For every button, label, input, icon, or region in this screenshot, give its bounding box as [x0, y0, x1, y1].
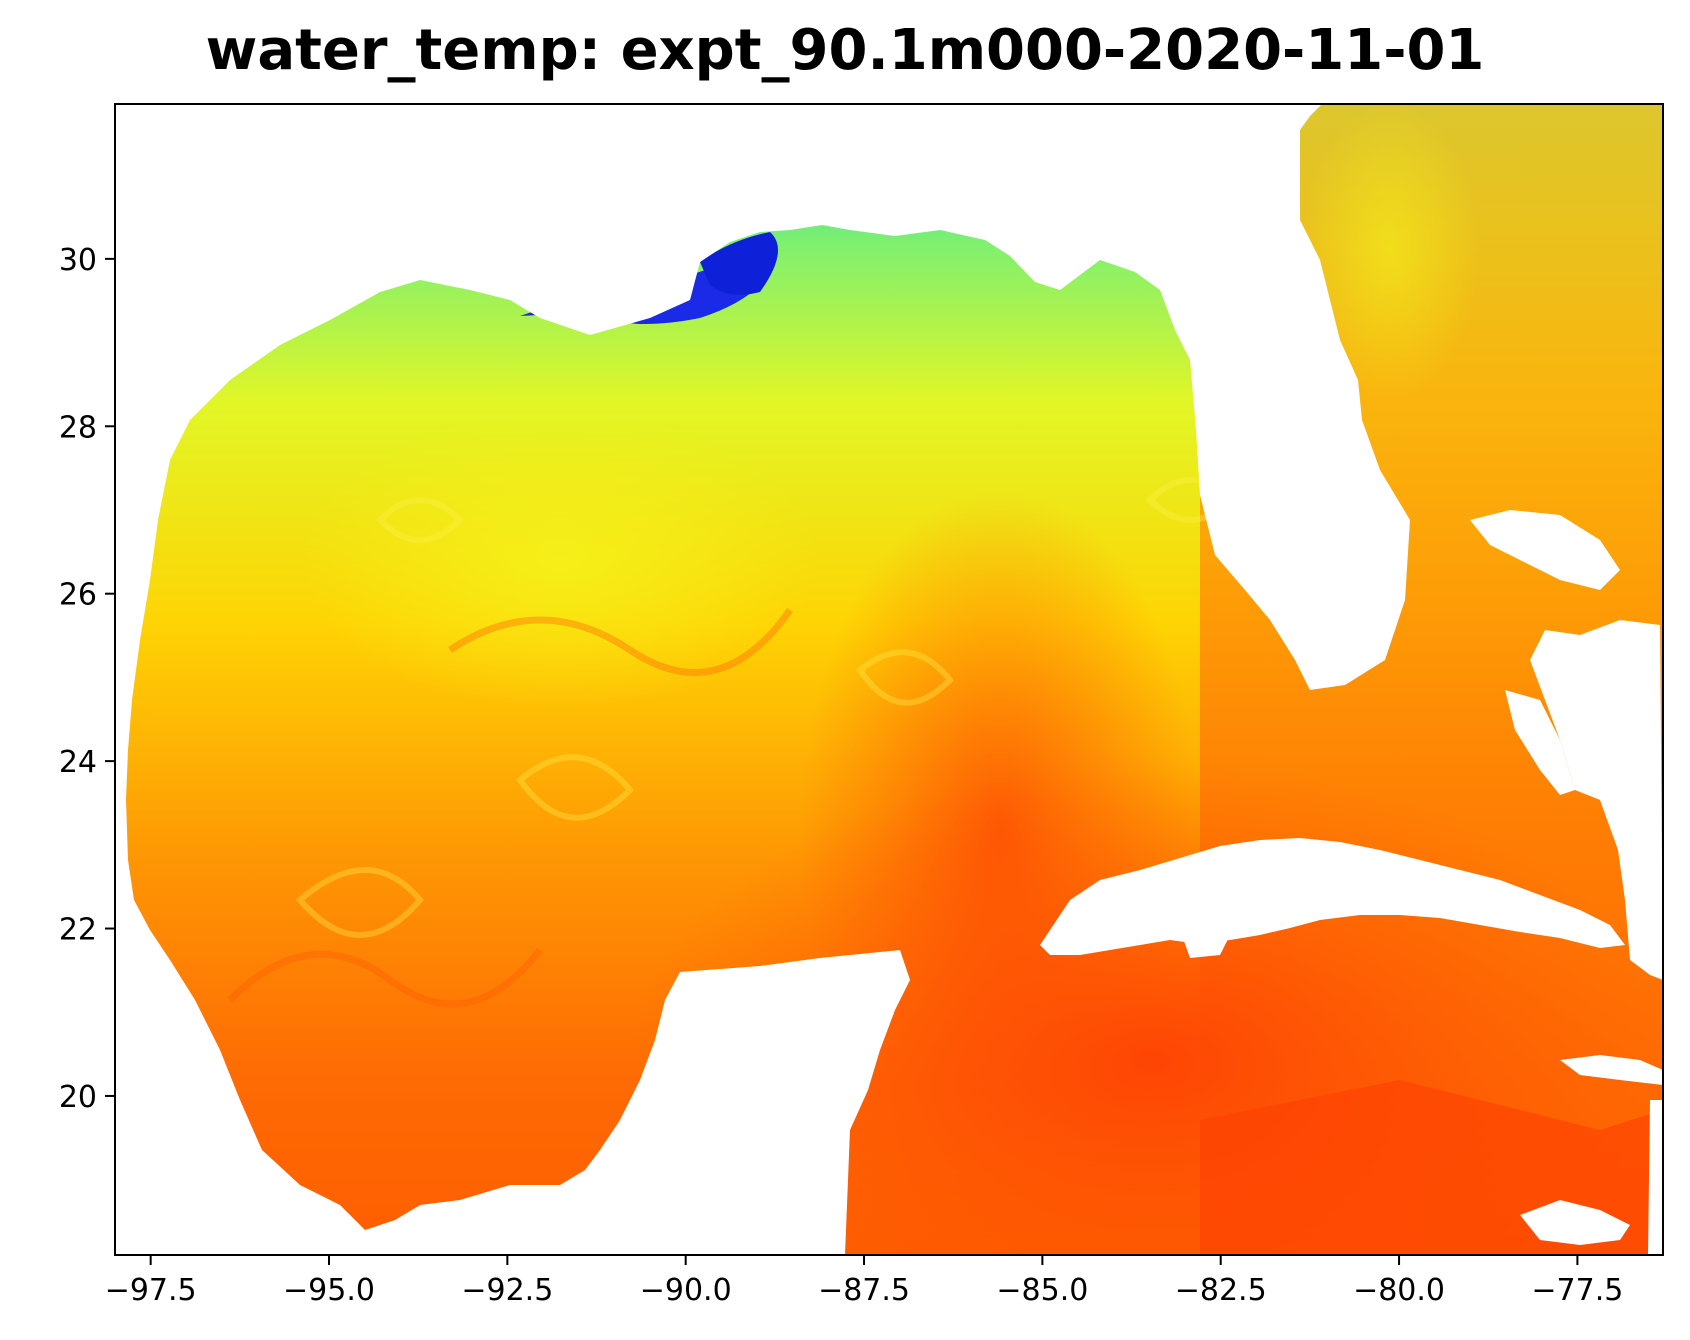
land-andros-island	[1505, 690, 1575, 795]
sst-atlantic-cool-shelf	[1300, 104, 1480, 400]
land-north-america	[115, 104, 1410, 1255]
land-mask	[115, 104, 1663, 1255]
x-tick-label: −77.5	[1531, 1273, 1623, 1308]
land-east-edge	[1648, 1100, 1663, 1255]
x-tick-label: −85.0	[996, 1273, 1088, 1308]
y-tick-label: 22	[59, 913, 97, 948]
x-tick-label: −90.0	[640, 1273, 732, 1308]
mobile-bay-cold-water	[700, 232, 778, 295]
y-tick-label: 30	[59, 243, 97, 278]
y-tick-label: 28	[59, 410, 97, 445]
land-cuba	[1040, 838, 1625, 955]
x-axis: −97.5 −95.0 −92.5 −90.0 −87.5 −85.0 −82.5 −80.0…	[105, 1255, 1623, 1308]
y-axis: 20 22 24 26 28 30	[59, 243, 115, 1115]
land-jamaica-edge	[1560, 1055, 1663, 1085]
y-tick-label: 26	[59, 578, 97, 613]
x-tick-label: −80.0	[1353, 1273, 1445, 1308]
x-tick-label: −95.0	[283, 1273, 375, 1308]
land-north-florida-tip	[1300, 104, 1322, 130]
x-tick-label: −97.5	[105, 1273, 197, 1308]
land-isla-de-la-juventud	[1180, 922, 1230, 958]
land-bahamas-north	[1470, 510, 1620, 590]
x-tick-label: −87.5	[818, 1273, 910, 1308]
axes-frame	[114, 103, 1664, 1256]
figure-title: water_temp: expt_90.1m000-2020-11-01	[205, 18, 1485, 83]
y-tick-label: 24	[59, 745, 97, 780]
x-tick-label: −82.5	[1175, 1273, 1267, 1308]
x-tick-label: −92.5	[461, 1273, 553, 1308]
land-bahamas	[1530, 620, 1663, 980]
mississippi-delta-cold-water	[520, 262, 760, 324]
y-tick-label: 20	[59, 1080, 97, 1115]
land-hispaniola-tip	[1520, 1200, 1630, 1245]
sst-warm-filaments	[227, 607, 1293, 1008]
sst-northern-gulf-cool-band	[300, 410, 820, 710]
